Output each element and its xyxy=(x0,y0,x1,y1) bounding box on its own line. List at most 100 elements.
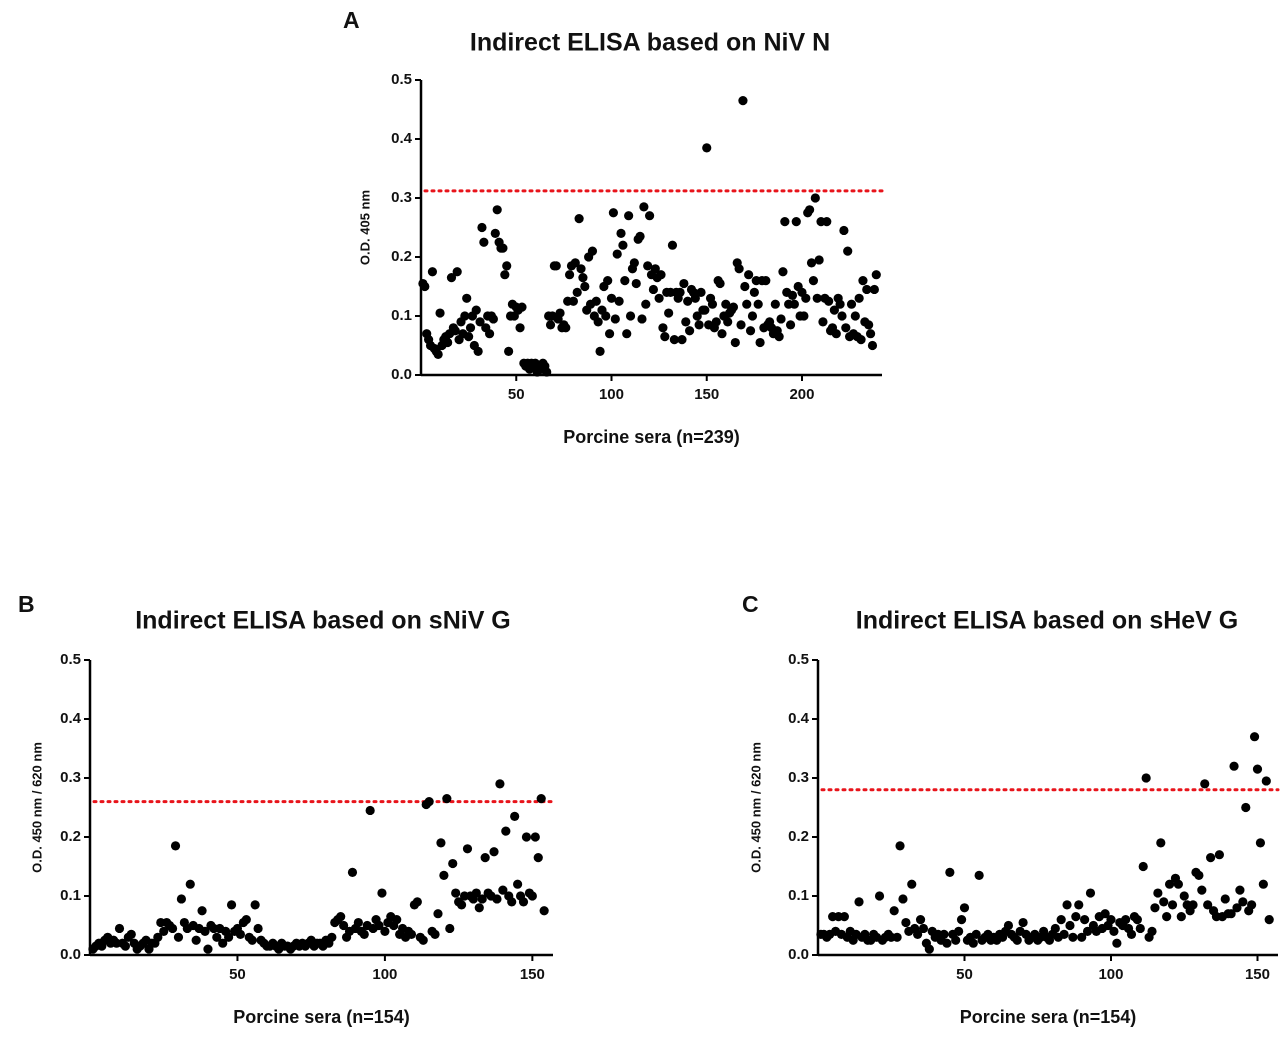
x-tick-label: 100 xyxy=(1098,966,1123,983)
x-tick-label: 100 xyxy=(599,386,624,403)
data-point xyxy=(574,214,584,224)
data-point xyxy=(913,929,923,939)
data-point xyxy=(580,281,590,292)
data-point xyxy=(954,926,964,937)
data-point xyxy=(203,944,213,954)
data-point xyxy=(711,317,721,327)
data-point xyxy=(247,935,257,945)
data-point xyxy=(218,938,228,948)
data-point xyxy=(774,332,784,342)
data-point xyxy=(968,938,978,948)
data-point xyxy=(536,794,546,804)
data-point xyxy=(167,923,178,934)
data-point xyxy=(631,278,641,289)
data-point xyxy=(951,935,961,945)
data-point xyxy=(380,926,390,937)
data-point xyxy=(1109,926,1119,937)
data-point xyxy=(412,897,422,907)
data-point xyxy=(730,337,740,348)
data-point xyxy=(353,917,363,928)
data-point xyxy=(1056,915,1066,925)
data-point xyxy=(702,143,712,153)
data-point xyxy=(1249,732,1260,742)
y-tick-label: 0.4 xyxy=(60,710,82,727)
data-point xyxy=(822,217,832,227)
data-point xyxy=(495,779,505,789)
data-point xyxy=(684,326,695,336)
data-point xyxy=(683,296,693,306)
data-point xyxy=(471,305,481,315)
data-point xyxy=(433,349,443,359)
data-point xyxy=(658,323,668,333)
data-point xyxy=(443,337,453,348)
data-point xyxy=(446,273,457,283)
data-point xyxy=(785,320,796,330)
data-point xyxy=(435,308,445,318)
data-point xyxy=(1062,900,1072,910)
y-tick-label: 0.1 xyxy=(788,887,809,904)
data-point xyxy=(1100,909,1110,919)
data-point xyxy=(451,888,461,898)
y-tick-label: 0.2 xyxy=(391,248,412,265)
data-point xyxy=(738,96,748,106)
x-tick-label: 100 xyxy=(372,966,397,983)
data-point xyxy=(430,929,440,939)
data-point xyxy=(1074,900,1084,910)
data-point xyxy=(191,935,201,945)
data-point xyxy=(846,299,857,309)
data-point xyxy=(504,346,514,356)
x-tick-label: 50 xyxy=(229,966,246,983)
data-point xyxy=(498,885,508,895)
data-point xyxy=(1252,764,1263,774)
data-point xyxy=(477,894,487,904)
data-point xyxy=(692,311,702,321)
data-point xyxy=(1162,912,1172,922)
chart-title: Indirect ELISA based on sNiV G xyxy=(135,607,511,635)
data-point xyxy=(347,867,358,878)
panel-label: B xyxy=(18,591,35,617)
data-point xyxy=(1235,885,1245,895)
data-point xyxy=(749,287,759,297)
data-point xyxy=(492,894,502,904)
data-point xyxy=(471,888,481,898)
data-point xyxy=(854,293,864,303)
data-point xyxy=(365,805,375,816)
data-point xyxy=(587,246,598,256)
data-point xyxy=(717,329,727,339)
data-point xyxy=(1085,888,1096,898)
data-point xyxy=(839,225,849,236)
data-point xyxy=(721,299,731,309)
y-tick-label: 0.5 xyxy=(391,71,412,88)
data-point xyxy=(572,287,582,297)
data-point xyxy=(1206,853,1216,863)
data-point xyxy=(604,329,615,339)
data-point xyxy=(679,278,689,289)
data-point xyxy=(644,211,655,221)
data-point xyxy=(518,897,529,907)
data-point xyxy=(1135,923,1145,934)
data-point xyxy=(327,932,337,942)
data-point xyxy=(591,296,601,306)
data-point xyxy=(618,240,628,250)
data-point xyxy=(789,299,799,309)
data-point xyxy=(418,935,428,945)
data-point xyxy=(1138,861,1148,872)
data-point xyxy=(1220,894,1230,904)
data-point xyxy=(436,838,446,848)
data-point xyxy=(808,276,819,286)
data-point xyxy=(835,299,845,309)
data-point xyxy=(956,915,967,925)
data-point xyxy=(780,217,790,227)
data-point xyxy=(1156,838,1166,848)
data-point xyxy=(728,302,739,312)
data-point xyxy=(690,293,700,303)
data-point xyxy=(620,276,630,286)
data-point xyxy=(799,311,809,321)
data-point xyxy=(336,912,346,922)
data-point xyxy=(492,205,502,215)
data-point xyxy=(464,332,474,342)
data-point xyxy=(1200,779,1210,789)
data-point xyxy=(517,302,527,312)
